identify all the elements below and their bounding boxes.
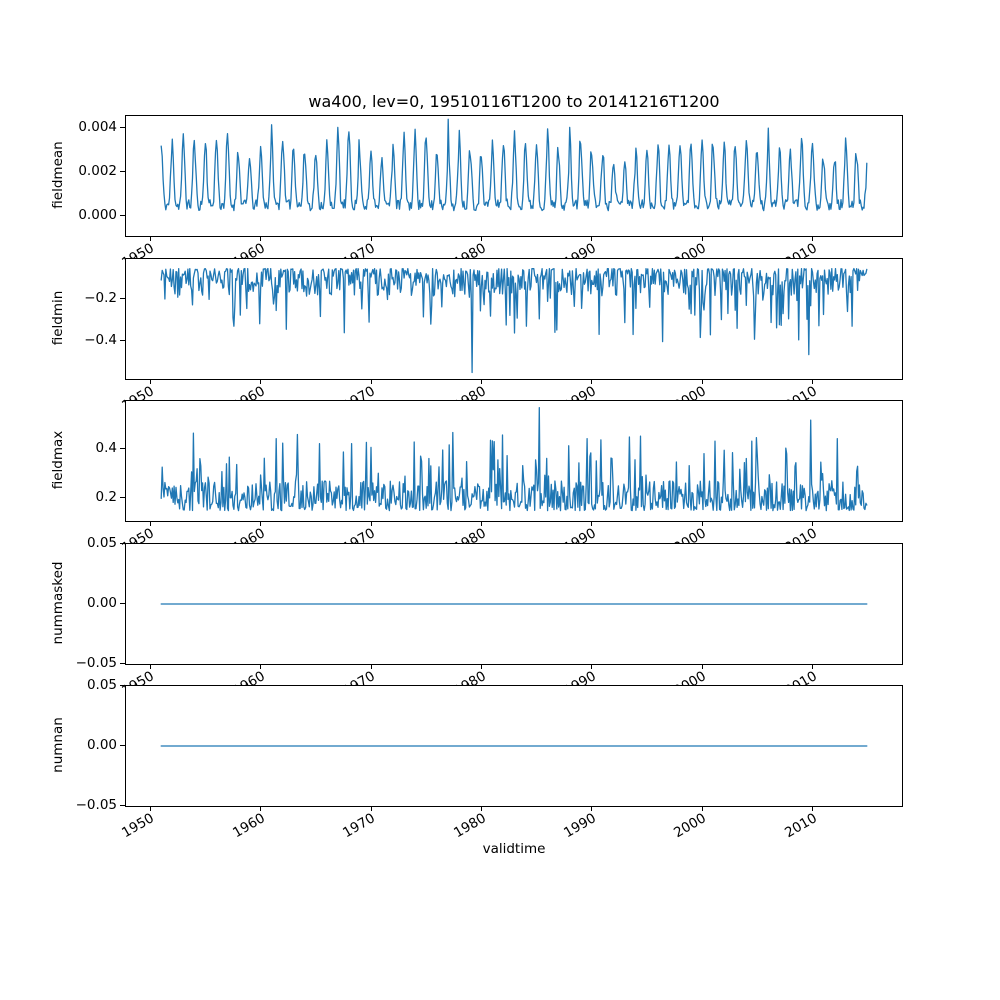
x-tick-mark	[480, 379, 482, 384]
x-tick-label: 1960	[229, 810, 268, 842]
x-tick-mark	[370, 379, 372, 384]
subplot-numnan: numnan −0.05 0.00 0.05 1950 1960 1970 1980 199…	[0, 677, 1000, 841]
x-tick-label: 2010	[781, 810, 820, 842]
y-tick-label: 0.000	[78, 207, 117, 224]
y-tick-mark	[120, 543, 125, 544]
y-tick-mark	[120, 805, 125, 806]
x-tick-mark	[591, 521, 593, 526]
y-tick-label: −0.2	[84, 290, 117, 307]
x-tick-mark	[812, 236, 814, 241]
x-tick-label: 1950	[119, 810, 158, 842]
axes-box	[125, 543, 903, 665]
subplot-fieldmax: fieldmax 0.2 0.4 1950 1960 1970 1980 1990 2000…	[0, 400, 1000, 556]
y-tick-mark	[120, 127, 125, 129]
y-tick-mark	[120, 745, 125, 746]
y-tick-mark	[120, 339, 125, 341]
x-tick-mark	[260, 806, 262, 811]
x-tick-mark	[591, 664, 593, 669]
y-tick-mark	[120, 215, 125, 217]
y-axis-label: nummasked	[50, 561, 66, 645]
subplot-fieldmean: fieldmean 0.000 0.002 0.004 1950 1960 1970 19…	[0, 115, 1000, 271]
x-tick-label: 1970	[340, 810, 379, 842]
line-series	[160, 407, 868, 512]
x-tick-mark	[591, 806, 593, 811]
x-tick-mark	[149, 521, 151, 526]
x-tick-mark	[812, 806, 814, 811]
x-tick-mark	[149, 236, 151, 241]
y-axis-label: fieldmean	[50, 141, 66, 209]
x-tick-mark	[260, 379, 262, 384]
x-tick-mark	[370, 664, 372, 669]
x-tick-mark	[260, 521, 262, 526]
y-tick-label: −0.05	[75, 797, 117, 813]
y-tick-mark	[120, 497, 125, 499]
y-tick-label: 0.2	[95, 489, 117, 506]
x-tick-mark	[370, 806, 372, 811]
x-tick-mark	[701, 379, 703, 384]
x-tick-mark	[480, 664, 482, 669]
x-tick-mark	[149, 664, 151, 669]
y-tick-label: 0.05	[86, 677, 117, 693]
y-tick-label: 0.00	[86, 737, 117, 753]
y-tick-label: −0.05	[75, 655, 117, 671]
x-tick-mark	[480, 806, 482, 811]
axes-box	[125, 115, 903, 237]
x-tick-mark	[149, 806, 151, 811]
x-tick-mark	[149, 379, 151, 384]
y-tick-mark	[120, 685, 125, 686]
y-tick-label: 0.002	[78, 163, 117, 180]
chart-title: wa400, lev=0, 19510116T1200 to 20141216T…	[308, 92, 720, 111]
x-tick-label: 2000	[671, 810, 710, 842]
y-tick-label: 0.004	[78, 119, 117, 136]
x-tick-mark	[812, 379, 814, 384]
x-tick-mark	[370, 521, 372, 526]
y-tick-label: 0.05	[86, 535, 117, 551]
x-tick-mark	[701, 806, 703, 811]
y-tick-mark	[120, 603, 125, 604]
subplot-nummasked: nummasked −0.05 0.00 0.05 1950 1960 1970 1980…	[0, 535, 1000, 699]
x-tick-mark	[812, 664, 814, 669]
x-tick-mark	[591, 379, 593, 384]
axes-box	[125, 258, 903, 380]
line-series	[160, 267, 868, 374]
x-axis-title: validtime	[482, 841, 546, 857]
line-series	[160, 118, 868, 212]
x-tick-mark	[480, 521, 482, 526]
x-tick-mark	[701, 664, 703, 669]
y-tick-mark	[120, 663, 125, 664]
y-axis-label: fieldmin	[50, 290, 66, 346]
x-tick-mark	[591, 236, 593, 241]
line-series	[160, 603, 868, 605]
y-tick-mark	[120, 171, 125, 173]
line-series	[160, 745, 868, 747]
y-tick-mark	[120, 298, 125, 300]
y-tick-label: 0.00	[86, 595, 117, 611]
x-tick-mark	[812, 521, 814, 526]
x-tick-mark	[260, 664, 262, 669]
y-tick-mark	[120, 447, 125, 449]
y-tick-label: 0.4	[95, 439, 117, 456]
x-tick-mark	[260, 236, 262, 241]
x-tick-label: 1980	[450, 810, 489, 842]
x-tick-mark	[480, 236, 482, 241]
x-tick-mark	[701, 236, 703, 241]
x-tick-mark	[370, 236, 372, 241]
y-tick-label: −0.4	[84, 331, 117, 348]
subplot-fieldmin: fieldmin −0.4 −0.2 1950 1960 1970 1980 1990 20…	[0, 258, 1000, 414]
y-axis-label: numnan	[50, 717, 66, 773]
x-tick-label: 1990	[561, 810, 599, 842]
y-axis-label: fieldmax	[50, 430, 66, 490]
axes-box	[125, 685, 903, 807]
axes-box	[125, 400, 903, 522]
x-tick-mark	[701, 521, 703, 526]
